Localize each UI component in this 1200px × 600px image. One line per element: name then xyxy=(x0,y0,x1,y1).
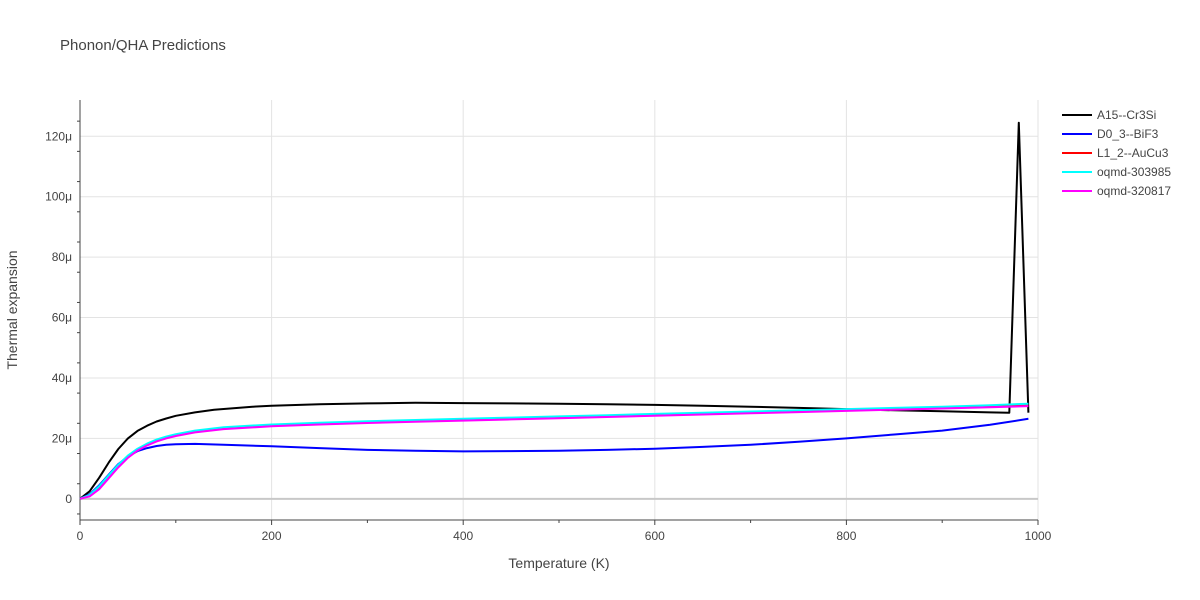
y-tick-label: 80μ xyxy=(52,250,72,264)
series-line-oqmd-303985 xyxy=(79,402,1029,500)
x-axis-title: Temperature (K) xyxy=(508,555,609,571)
tick-labels: 0 200 400 600 800 1000 0 20μ 40μ 60μ 80μ 100μ 120μ xyxy=(45,129,1052,543)
y-tick-label: 0 xyxy=(65,492,72,506)
y-tick-label: 120μ xyxy=(45,129,72,143)
x-tick-label: 200 xyxy=(262,529,282,543)
x-tick-label: 0 xyxy=(77,529,84,543)
y-tick-label: 20μ xyxy=(52,431,72,445)
x-tick-label: 400 xyxy=(453,529,473,543)
legend-label: D0_3--BiF3 xyxy=(1097,127,1159,141)
legend-label: A15--Cr3Si xyxy=(1097,108,1156,122)
y-tick-label: 60μ xyxy=(52,311,72,325)
y-axis-title: Thermal expansion xyxy=(4,250,20,369)
series-line-oqmd-320817 xyxy=(79,405,1029,500)
series-line-A15--Cr3Si xyxy=(79,121,1030,500)
legend-label: oqmd-320817 xyxy=(1097,184,1171,198)
x-tick-label: 600 xyxy=(645,529,665,543)
gridlines xyxy=(80,100,1039,520)
series-line-L1_2--AuCu3 xyxy=(79,404,1029,500)
legend: A15--Cr3Si D0_3--BiF3 L1_2--AuCu3 oqmd-3039… xyxy=(1062,108,1171,198)
y-tick-label: 100μ xyxy=(45,190,72,204)
x-tick-label: 1000 xyxy=(1025,529,1052,543)
y-tick-label: 40μ xyxy=(52,371,72,385)
x-tick-label: 800 xyxy=(836,529,856,543)
plot-area xyxy=(79,121,1030,500)
legend-label: L1_2--AuCu3 xyxy=(1097,146,1169,160)
chart-title: Phonon/QHA Predictions xyxy=(60,37,226,54)
series-line-D0_3--BiF3 xyxy=(79,417,1029,500)
axes xyxy=(77,100,1039,525)
legend-label: oqmd-303985 xyxy=(1097,165,1171,179)
